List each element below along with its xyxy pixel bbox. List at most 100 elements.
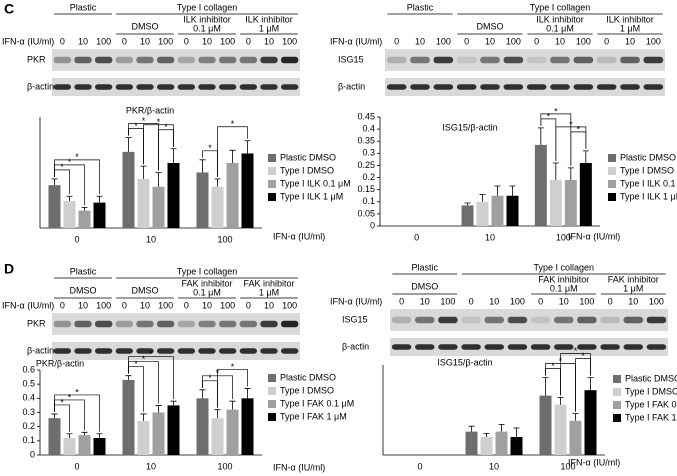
dose: 0 xyxy=(246,300,251,310)
blot-band xyxy=(456,56,477,64)
significance-bracket xyxy=(217,369,248,408)
error-bar xyxy=(582,150,589,164)
ifn-label: IFN-α (IU/ml) xyxy=(330,296,382,306)
treatment-dose: 0.1 μM xyxy=(193,287,221,297)
bar xyxy=(122,379,135,455)
significance-label: * xyxy=(142,116,146,126)
blot-band xyxy=(507,344,528,350)
x-tick-label: 10 xyxy=(146,234,156,244)
dose: 10 xyxy=(264,300,274,310)
legend-label: Plastic DMSO xyxy=(620,152,676,162)
bar xyxy=(211,418,224,455)
blot-band xyxy=(577,316,597,324)
blot-band xyxy=(239,84,258,90)
error-bar xyxy=(587,377,594,391)
blot-band xyxy=(577,344,597,350)
dose: 0 xyxy=(60,300,65,310)
blot-band xyxy=(456,84,477,90)
legend-swatch xyxy=(613,388,621,396)
bar xyxy=(554,404,567,455)
dose: 0 xyxy=(469,296,474,306)
error-bar xyxy=(170,400,177,406)
dose: 10 xyxy=(202,300,212,310)
error-bar xyxy=(464,202,471,206)
y-tick-label: 0.1 xyxy=(362,196,375,206)
treatment: ILK inhibitor xyxy=(606,14,654,24)
panel-letter: D xyxy=(4,261,14,277)
legend-swatch xyxy=(268,167,276,175)
bar xyxy=(78,210,91,228)
error-bar xyxy=(483,433,490,437)
dose: 100 xyxy=(579,296,594,306)
blot-band xyxy=(386,84,407,90)
dose: 100 xyxy=(282,36,297,46)
x-axis-label: IFN-α (IU/ml) xyxy=(273,231,325,241)
blot-band xyxy=(260,320,278,328)
blot-band xyxy=(391,344,412,350)
legend-swatch xyxy=(268,193,276,201)
treatment: FAK inhibitor xyxy=(181,278,232,288)
blot-band xyxy=(53,84,72,90)
dose: 10 xyxy=(202,36,212,46)
error-bar xyxy=(155,172,162,187)
bar xyxy=(167,405,180,455)
bar xyxy=(93,202,106,228)
dose: 100 xyxy=(220,36,235,46)
blot-band xyxy=(218,320,237,328)
dose: 0 xyxy=(534,36,539,46)
blot-band xyxy=(573,84,594,90)
blot-band xyxy=(484,344,504,350)
treatment: ILK inhibitor xyxy=(183,14,231,24)
dose: 10 xyxy=(415,36,425,46)
legend-label: Type I DMSO xyxy=(280,165,334,175)
error-bar xyxy=(125,375,132,380)
significance-label: * xyxy=(75,152,79,162)
bar xyxy=(152,186,165,228)
blot-band xyxy=(415,316,435,324)
blot-band xyxy=(136,56,154,64)
legend-swatch xyxy=(608,167,616,175)
y-tick-label: 0 xyxy=(30,449,35,459)
dose: 10 xyxy=(420,296,430,306)
ifn-label: IFN-α (IU/ml) xyxy=(330,36,382,46)
blot-row-label: PKR xyxy=(27,318,46,328)
bar xyxy=(584,390,597,455)
significance-label: * xyxy=(68,392,72,402)
treatment: ILK inhibitor xyxy=(536,14,584,24)
legend-label: Type I ILK 1 μM xyxy=(620,191,677,201)
legend-label: Type I FAK 0.1 μM xyxy=(625,399,677,409)
blot-image xyxy=(390,338,668,356)
bar xyxy=(137,178,150,228)
blot-image xyxy=(385,49,665,71)
error-bar xyxy=(468,425,475,432)
error-bar xyxy=(81,206,88,211)
bar xyxy=(579,163,592,226)
blot-band xyxy=(461,344,481,350)
blot-image xyxy=(52,342,300,360)
blot-band xyxy=(198,84,216,90)
y-tick-label: 0.3 xyxy=(22,407,35,417)
blot-band xyxy=(239,348,258,354)
legend-label: Type I ILK 0.1 μM xyxy=(620,178,677,188)
error-bar xyxy=(557,397,564,405)
blot-band xyxy=(74,348,92,354)
significance-bracket xyxy=(560,353,591,396)
significance-label: * xyxy=(142,354,146,364)
group-header: Plastic xyxy=(70,266,97,276)
bar xyxy=(476,201,489,226)
significance-label: * xyxy=(231,119,235,129)
bar xyxy=(152,412,165,455)
dose: 0 xyxy=(122,36,127,46)
dose: 10 xyxy=(78,36,88,46)
blot-band xyxy=(623,344,643,350)
group-header: Plastic xyxy=(407,2,434,12)
error-bar xyxy=(494,185,501,196)
error-bar xyxy=(96,195,103,203)
blot-row-label: β-actin xyxy=(342,341,369,351)
error-bar xyxy=(81,431,88,436)
error-bar xyxy=(513,427,520,437)
blot-band xyxy=(554,344,574,350)
y-tick-label: 0.4 xyxy=(362,123,375,133)
significance-bracket xyxy=(54,159,100,195)
group-header: Plastic xyxy=(411,262,438,272)
